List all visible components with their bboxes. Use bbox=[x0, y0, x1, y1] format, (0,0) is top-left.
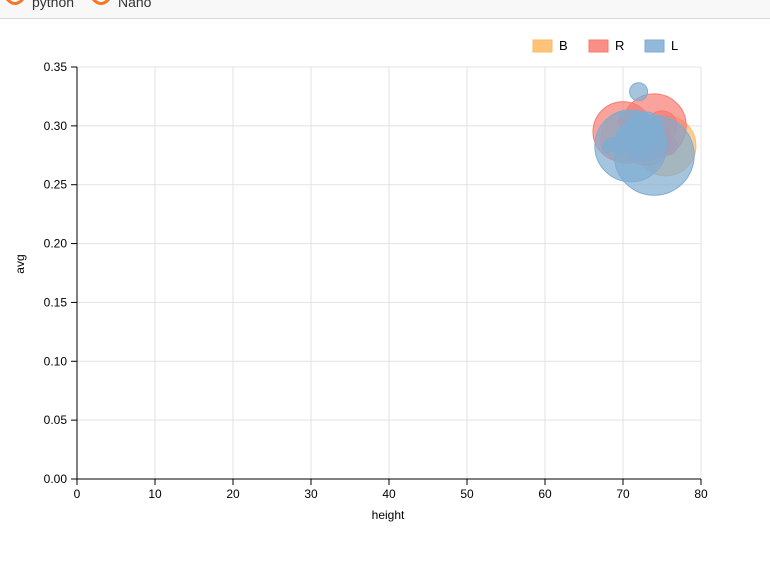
y-axis-title: avg bbox=[13, 254, 27, 273]
bubble-L bbox=[650, 131, 658, 139]
legend-swatch-B bbox=[533, 40, 552, 52]
legend-label-R: R bbox=[615, 38, 624, 53]
y-tick-label: 0.25 bbox=[44, 178, 68, 192]
y-tick-label: 0.20 bbox=[44, 237, 68, 251]
y-tick-label: 0.30 bbox=[44, 119, 68, 133]
y-tick-label: 0.05 bbox=[44, 413, 68, 427]
bubble-L bbox=[652, 120, 664, 132]
bubble-L bbox=[626, 136, 636, 146]
y-tick-label: 0.35 bbox=[44, 60, 68, 74]
x-tick-label: 30 bbox=[304, 487, 318, 501]
x-tick-label: 50 bbox=[460, 487, 474, 501]
y-tick-label: 0.10 bbox=[44, 354, 68, 368]
plot-area bbox=[593, 83, 696, 196]
x-tick-label: 10 bbox=[148, 487, 162, 501]
x-axis-title: height bbox=[372, 508, 405, 522]
x-tick-label: 80 bbox=[694, 487, 708, 501]
bubble-L bbox=[611, 137, 619, 145]
y-tick-label: 0.15 bbox=[44, 295, 68, 309]
y-tick-label: 0.00 bbox=[44, 472, 68, 486]
x-tick-label: 70 bbox=[616, 487, 630, 501]
bubble-L bbox=[622, 123, 632, 133]
bubble-L bbox=[620, 112, 626, 118]
x-tick-label: 20 bbox=[226, 487, 240, 501]
legend-swatch-L bbox=[645, 40, 664, 52]
legend-label-B: B bbox=[559, 38, 568, 53]
bubble-L bbox=[602, 143, 612, 153]
legend-swatch-R bbox=[589, 40, 608, 52]
legend-label-L: L bbox=[671, 38, 678, 53]
bubble-L bbox=[614, 146, 624, 156]
x-tick-label: 60 bbox=[538, 487, 552, 501]
bubble-L bbox=[630, 83, 648, 101]
x-tick-label: 0 bbox=[74, 487, 81, 501]
bubble-L bbox=[642, 125, 650, 133]
bubble-L bbox=[639, 143, 647, 151]
x-tick-label: 40 bbox=[382, 487, 396, 501]
